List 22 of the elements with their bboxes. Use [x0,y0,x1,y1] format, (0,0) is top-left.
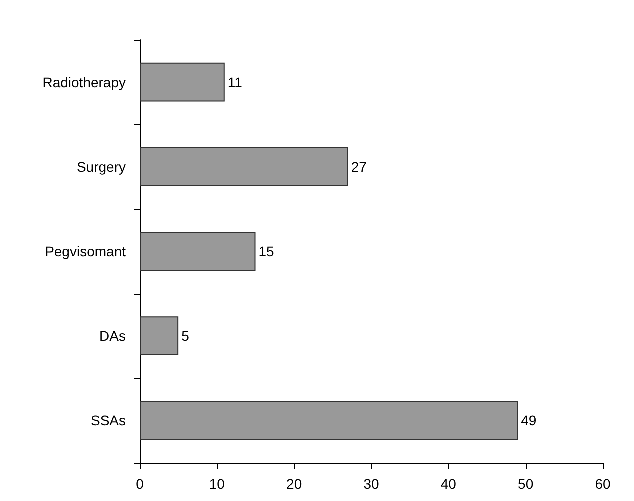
data-label: 5 [182,328,190,344]
bar [140,62,225,102]
data-label: 11 [228,74,243,90]
y-tick-label: DAs [100,328,126,344]
x-tick-label: 50 [518,476,534,492]
x-tick-label: 10 [209,476,226,492]
y-tick-label: SSAs [90,412,126,429]
y-tick-label: Surgery [76,158,126,175]
bar [140,401,518,440]
x-tick-label: 20 [286,476,302,492]
x-tick-label: 40 [440,476,457,492]
data-label: 15 [258,244,275,260]
x-tick-label: 30 [364,476,380,492]
x-tick-label: 60 [595,476,611,492]
data-label: 27 [351,158,368,175]
bar [140,147,348,186]
data-label: 49 [521,412,537,429]
bar [140,232,256,271]
x-tick-label: 0 [136,476,144,492]
bar [140,316,179,356]
y-tick-label: Radiotherapy [42,74,126,90]
y-tick-label: Pegvisomant [45,244,126,260]
